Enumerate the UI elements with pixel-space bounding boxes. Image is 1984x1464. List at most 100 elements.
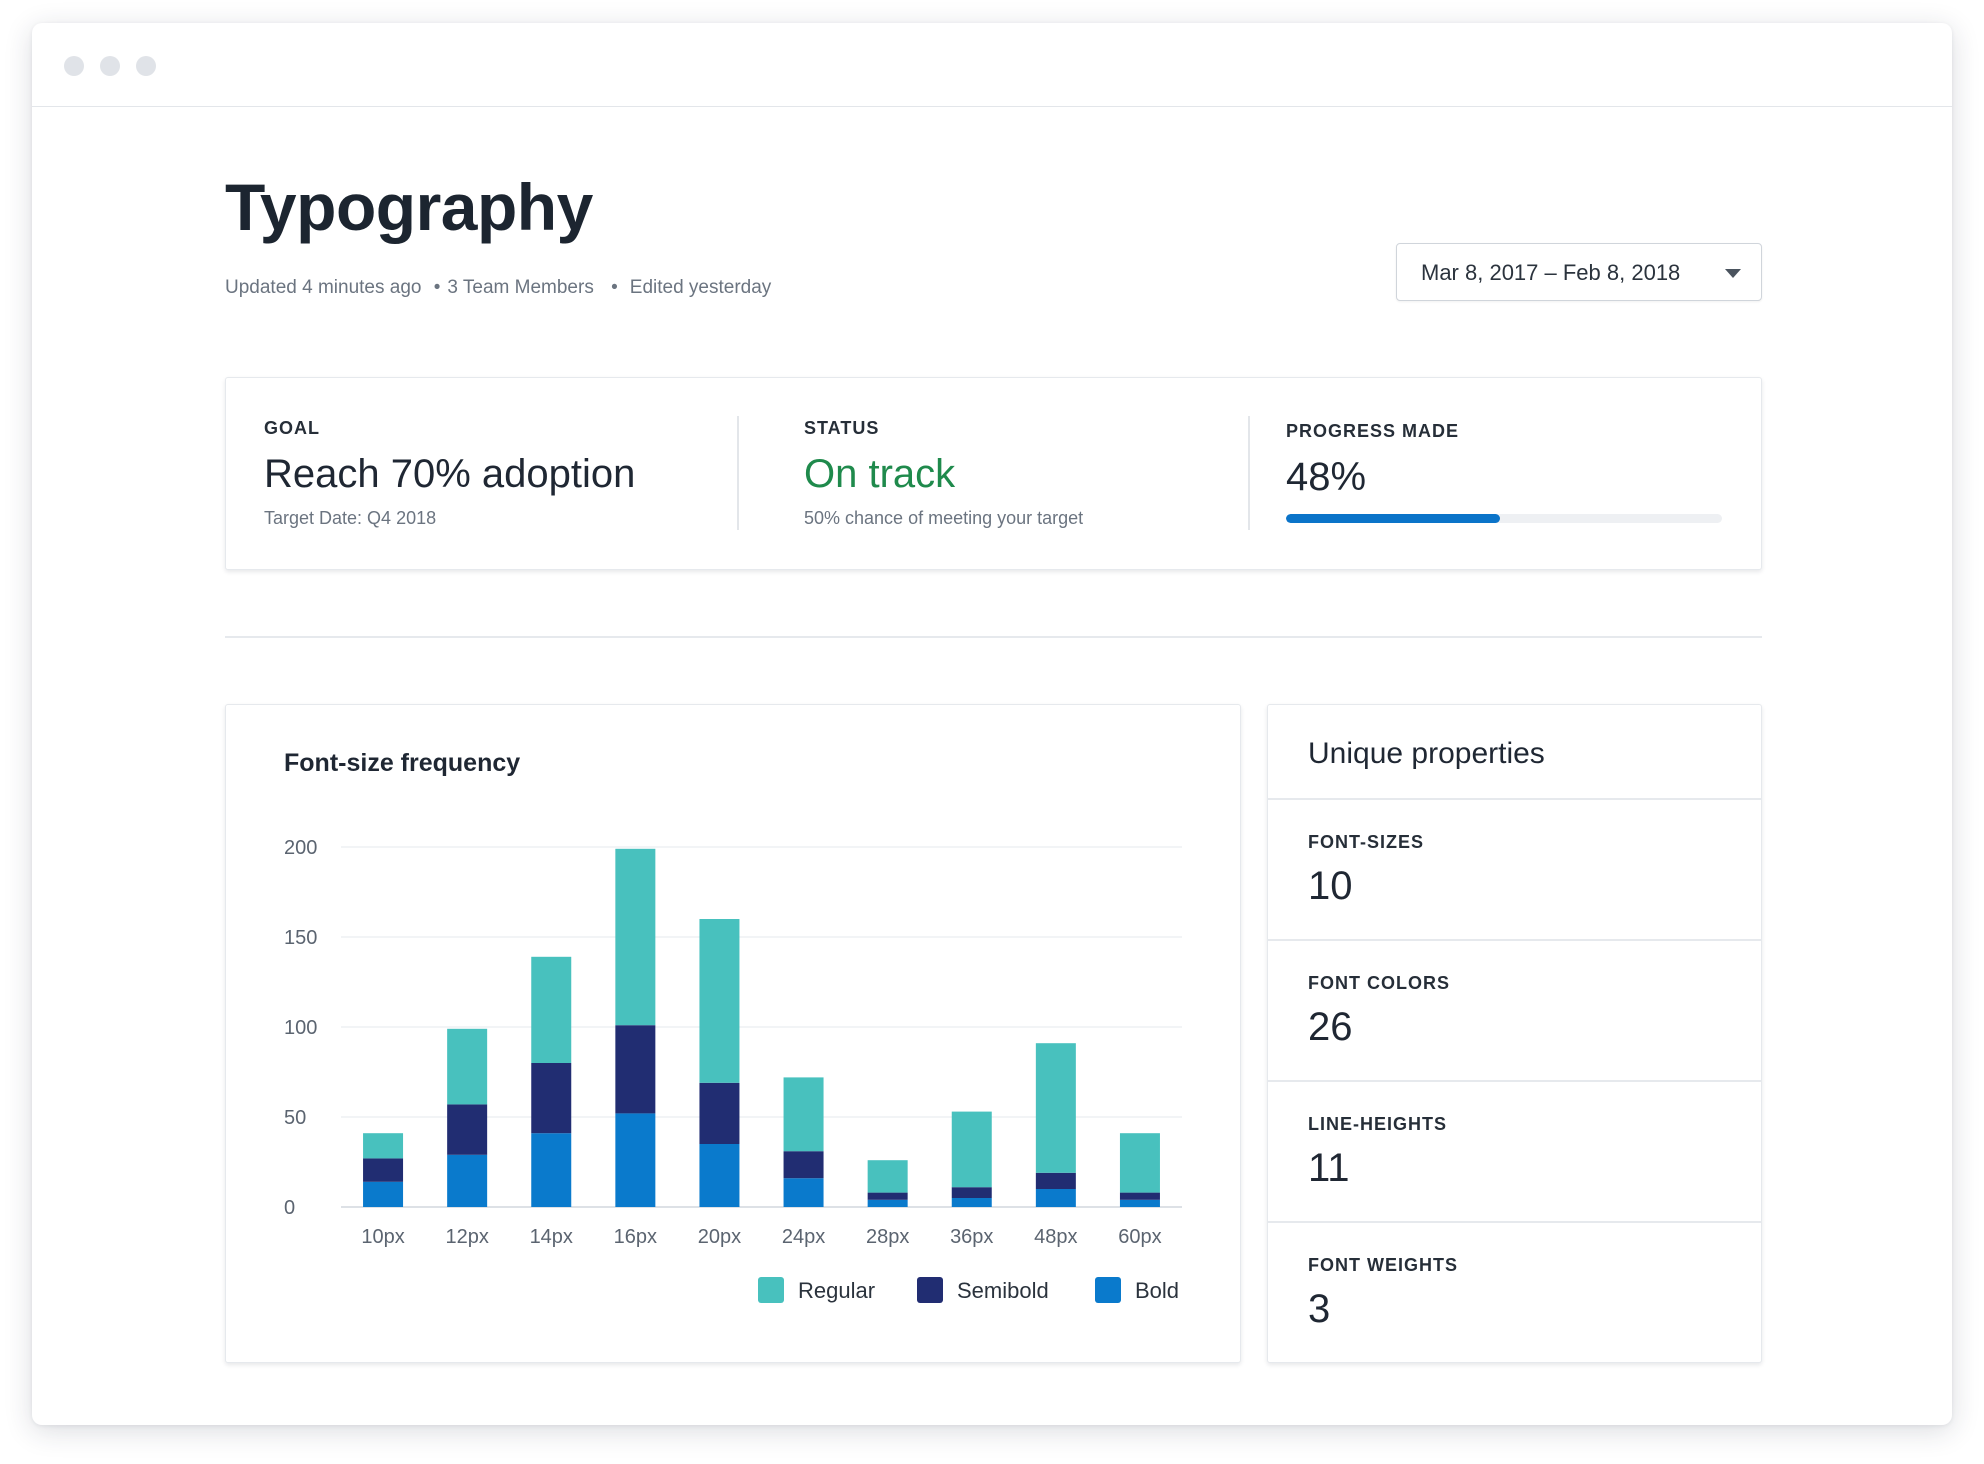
y-tick-label: 100: [284, 1017, 317, 1039]
status-label: STATUS: [804, 418, 880, 438]
x-tick-label: 12px: [445, 1226, 488, 1248]
bar-segment-regular: [1119, 1133, 1160, 1193]
bar-segment-semibold: [783, 1151, 824, 1179]
bar-segment-bold: [1035, 1189, 1076, 1207]
property-row-font-colors: FONT COLORS 26: [1268, 939, 1761, 1080]
font-size-chart-card: Font-size frequency 200 150 100 50 0 10px 12px…: [225, 704, 1241, 1363]
property-value: 26: [1308, 1005, 1353, 1049]
bar-segment-regular: [615, 848, 656, 1026]
page-meta: Updated 4 minutes ago • 3 Team Members • E…: [225, 277, 771, 299]
legend-swatch: [917, 1277, 943, 1303]
browser-window: Typography Updated 4 minutes ago • 3 Team…: [32, 23, 1952, 1425]
bar-segment-bold: [447, 1154, 488, 1207]
legend-swatch: [1095, 1277, 1121, 1303]
page-title: Typography: [225, 170, 593, 244]
progress-section: PROGRESS MADE 48%: [1286, 378, 1726, 569]
bar-segment-regular: [531, 956, 572, 1063]
dashboard-content: Typography Updated 4 minutes ago • 3 Team…: [32, 107, 1952, 1425]
bar-segment-semibold: [363, 1158, 404, 1182]
y-tick-label: 50: [284, 1107, 306, 1129]
bar-segment-semibold: [447, 1104, 488, 1155]
property-row-font-weights: FONT WEIGHTS 3: [1268, 1221, 1761, 1362]
bar-segment-regular: [699, 919, 740, 1083]
section-divider-line: [225, 636, 1762, 638]
property-value: 11: [1308, 1146, 1350, 1190]
bar-segment-regular: [867, 1160, 908, 1193]
x-tick-label: 20px: [698, 1226, 741, 1248]
status-value: On track: [804, 452, 956, 496]
chevron-down-icon: [1725, 269, 1741, 278]
property-label: LINE-HEIGHTS: [1308, 1114, 1448, 1134]
window-titlebar: [32, 23, 1952, 107]
x-tick-label: 28px: [866, 1226, 909, 1248]
x-tick-label: 14px: [530, 1226, 573, 1248]
property-value: 3: [1308, 1287, 1331, 1331]
progress-label: PROGRESS MADE: [1286, 421, 1460, 441]
bar-segment-semibold: [615, 1025, 656, 1114]
bar-segment-bold: [951, 1198, 992, 1207]
bar-segment-regular: [783, 1077, 824, 1152]
window-maximize-dot[interactable]: [136, 56, 156, 76]
progress-value: 48%: [1286, 455, 1367, 499]
section-divider: [1248, 416, 1250, 530]
chart-title: Font-size frequency: [284, 749, 521, 777]
bar-segment-bold: [1119, 1199, 1160, 1207]
font-size-chart: 200 150 100 50 0 10px 12px 14px 16px 20px 24px 28px…: [284, 837, 1182, 1303]
goal-section: GOAL Reach 70% adoption Target Date: Q4 …: [264, 378, 714, 569]
bar-segment-semibold: [699, 1082, 740, 1144]
goal-label: GOAL: [264, 418, 320, 438]
property-label: FONT-SIZES: [1308, 832, 1425, 852]
property-label: FONT COLORS: [1308, 973, 1450, 993]
date-range-value: Mar 8, 2017 – Feb 8, 2018: [1421, 260, 1681, 285]
updated-text: Updated 4 minutes ago: [225, 277, 422, 298]
y-tick-label: 200: [284, 837, 317, 859]
bar-segment-semibold: [951, 1187, 992, 1198]
bar-segment-semibold: [1035, 1172, 1076, 1189]
property-row-line-heights: LINE-HEIGHTS 11: [1268, 1080, 1761, 1221]
members-text: 3 Team Members: [447, 277, 594, 298]
bar-segment-semibold: [531, 1063, 572, 1134]
bar-segment-semibold: [1119, 1192, 1160, 1200]
unique-properties-card: Unique properties FONT-SIZES 10 FONT COL…: [1267, 704, 1762, 1363]
property-value: 10: [1308, 864, 1353, 908]
bar-segment-bold: [531, 1133, 572, 1207]
bar-segment-regular: [447, 1028, 488, 1105]
meta-separator: •: [433, 277, 441, 298]
legend-label: Semibold: [957, 1278, 1049, 1303]
edited-text: Edited yesterday: [629, 277, 772, 298]
x-tick-label: 60px: [1118, 1226, 1161, 1248]
bar-segment-bold: [867, 1199, 908, 1207]
property-label: FONT WEIGHTS: [1308, 1255, 1458, 1275]
progress-bar: [1286, 514, 1722, 523]
bar-segment-regular: [1035, 1043, 1076, 1173]
progress-bar-fill: [1286, 514, 1500, 523]
y-tick-label: 150: [284, 927, 317, 949]
bar-segment-regular: [363, 1133, 404, 1159]
x-tick-label: 24px: [782, 1226, 825, 1248]
property-row-font-sizes: FONT-SIZES 10: [1268, 798, 1761, 939]
bar-segment-bold: [615, 1113, 656, 1207]
date-range-select[interactable]: Mar 8, 2017 – Feb 8, 2018: [1396, 243, 1762, 301]
bar-segment-bold: [783, 1178, 824, 1207]
status-section: STATUS On track 50% chance of meeting yo…: [804, 378, 1204, 569]
legend-swatch: [758, 1277, 784, 1303]
x-tick-label: 10px: [361, 1226, 404, 1248]
goal-value: Reach 70% adoption: [264, 452, 636, 496]
bar-segment-bold: [363, 1181, 404, 1207]
bar-segment-bold: [699, 1144, 740, 1207]
legend-label: Regular: [798, 1278, 875, 1303]
x-tick-label: 36px: [950, 1226, 993, 1248]
goal-target-date: Target Date: Q4 2018: [264, 508, 437, 528]
x-tick-label: 16px: [614, 1226, 657, 1248]
window-minimize-dot[interactable]: [100, 56, 120, 76]
section-divider: [737, 416, 739, 530]
x-tick-label: 48px: [1034, 1226, 1077, 1248]
goal-summary-card: GOAL Reach 70% adoption Target Date: Q4 …: [225, 377, 1762, 570]
window-close-dot[interactable]: [64, 56, 84, 76]
bar-segment-regular: [951, 1111, 992, 1188]
y-tick-label: 0: [284, 1197, 295, 1219]
bar-segment-semibold: [867, 1192, 908, 1200]
meta-separator: •: [611, 277, 618, 298]
status-sub: 50% chance of meeting your target: [804, 508, 1084, 528]
legend-label: Bold: [1135, 1278, 1179, 1303]
